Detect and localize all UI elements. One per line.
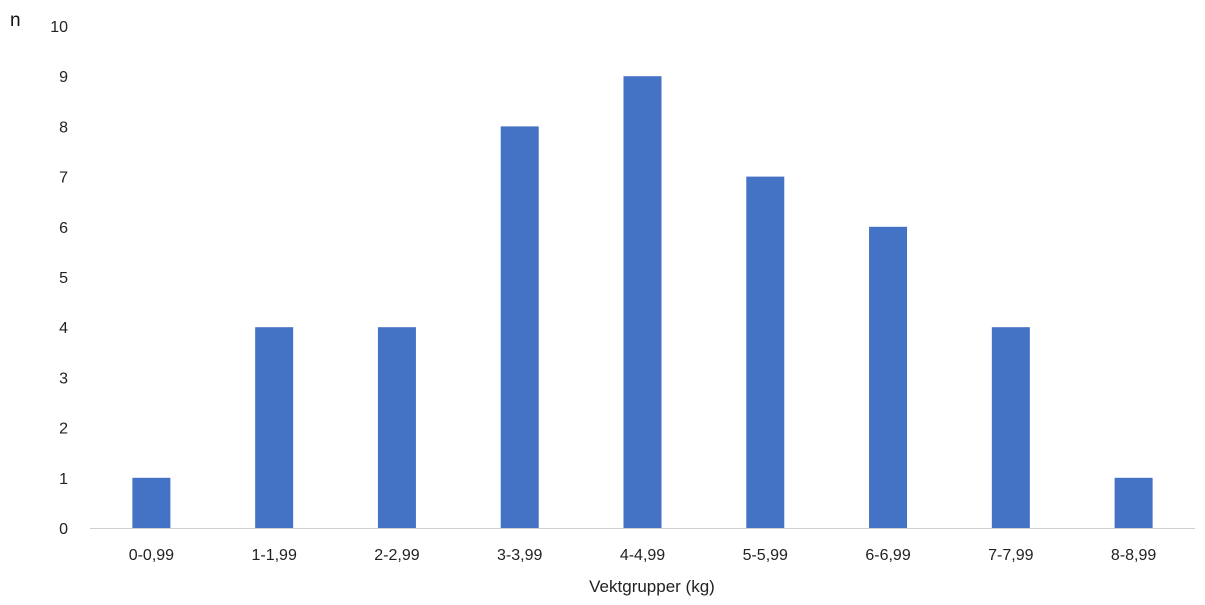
bars <box>132 76 1153 529</box>
x-tick-label: 8-8,99 <box>1111 547 1156 564</box>
y-axis-ticks: 0 1 2 3 4 5 6 7 8 9 10 <box>50 19 68 538</box>
bar <box>255 327 294 528</box>
bar <box>746 176 785 528</box>
y-tick-label: 6 <box>59 220 68 237</box>
bar <box>377 327 416 528</box>
x-axis-title: Vektgrupper (kg) <box>589 577 715 596</box>
y-tick-label: 10 <box>50 19 68 36</box>
x-tick-label: 4-4,99 <box>620 547 665 564</box>
y-axis-title: n <box>10 10 21 31</box>
y-tick-label: 1 <box>59 471 68 488</box>
y-tick-label: 5 <box>59 270 68 287</box>
x-axis-ticks: 0-0,99 1-1,99 2-2,99 3-3,99 4-4,99 5-5,99 6-6,… <box>129 547 1157 564</box>
bar <box>623 76 662 528</box>
bar <box>869 226 908 529</box>
x-tick-label: 2-2,99 <box>374 547 419 564</box>
bar <box>991 327 1030 528</box>
x-tick-label: 3-3,99 <box>497 547 542 564</box>
bar <box>1114 477 1153 528</box>
x-tick-label: 7-7,99 <box>988 547 1033 564</box>
y-tick-label: 3 <box>59 370 68 387</box>
x-tick-label: 0-0,99 <box>129 547 174 564</box>
y-tick-label: 2 <box>59 421 68 438</box>
y-tick-label: 9 <box>59 69 68 86</box>
x-tick-label: 5-5,99 <box>743 547 788 564</box>
y-tick-label: 8 <box>59 119 68 136</box>
bar <box>500 126 539 529</box>
bar <box>132 477 171 528</box>
x-tick-label: 6-6,99 <box>865 547 910 564</box>
y-tick-label: 4 <box>59 320 68 337</box>
y-tick-label: 0 <box>59 521 68 538</box>
y-tick-label: 7 <box>59 170 68 187</box>
x-tick-label: 1-1,99 <box>251 547 296 564</box>
